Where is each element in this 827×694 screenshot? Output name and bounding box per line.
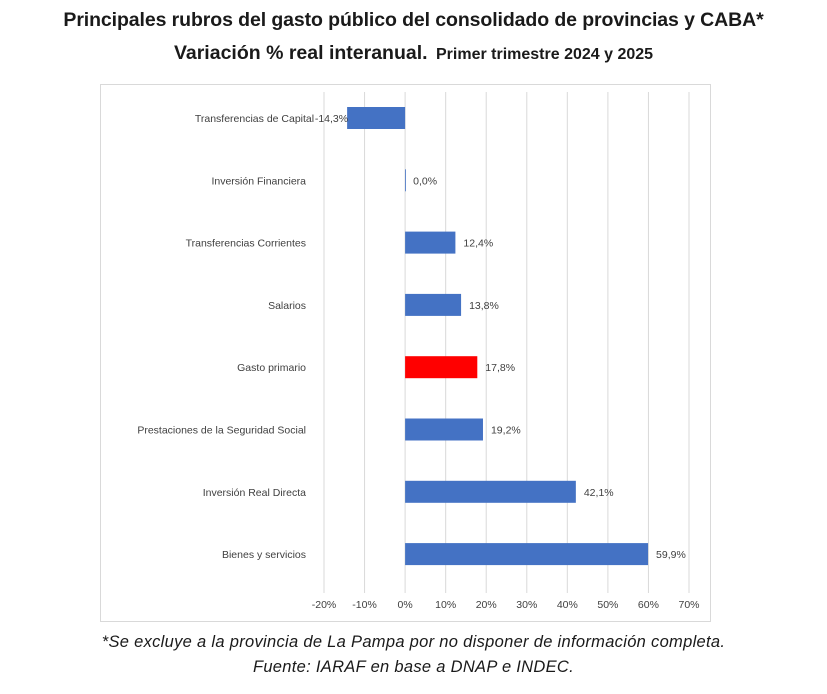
bar: [405, 543, 649, 566]
category-label: Bienes y servicios: [222, 549, 306, 561]
category-label: Prestaciones de la Seguridad Social: [137, 425, 306, 437]
data-label: 42,1%: [584, 487, 614, 499]
category-label: Inversión Real Directa: [203, 487, 306, 499]
footnote: *Se excluye a la provincia de La Pampa p…: [101, 633, 726, 651]
x-tick-label: 70%: [678, 599, 699, 611]
subtitle-main: Variación % real interanual.: [173, 42, 428, 64]
source-note: Fuente: IARAF en base a DNAP e INDEC.: [252, 658, 575, 676]
bar: [405, 480, 576, 503]
data-label: -14,3%: [315, 113, 348, 125]
bar: [405, 169, 406, 192]
x-tick-label: 0%: [398, 599, 413, 611]
data-label: 13,8%: [469, 300, 499, 312]
x-tick-label: 30%: [516, 599, 537, 611]
bar: [405, 418, 483, 441]
data-label: 59,9%: [656, 549, 686, 561]
chart-area: [100, 84, 711, 622]
chart-subtitle: Variación % real interanual. Primer trim…: [0, 42, 827, 65]
category-label: Transferencias de Capital: [195, 113, 314, 125]
bar: [347, 107, 406, 129]
data-label: 19,2%: [491, 425, 521, 437]
chart-title: Principales rubros del gasto público del…: [63, 9, 764, 31]
x-tick-label: 40%: [557, 599, 578, 611]
category-label: Transferencias Corrientes: [186, 238, 306, 250]
x-tick-label: 10%: [435, 599, 456, 611]
x-tick-label: 50%: [597, 599, 618, 611]
x-tick-label: -20%: [312, 599, 337, 611]
data-label: 12,4%: [463, 238, 493, 250]
bar: [405, 231, 456, 254]
bar: [405, 293, 462, 316]
category-label: Salarios: [268, 300, 306, 312]
x-tick-label: 60%: [638, 599, 659, 611]
x-tick-label: -10%: [352, 599, 377, 611]
bar: [405, 356, 478, 379]
category-label: Inversión Financiera: [211, 175, 306, 187]
category-label: Gasto primario: [237, 362, 306, 374]
subtitle-period: Primer trimestre 2024 y 2025: [436, 46, 654, 63]
data-label: 0,0%: [413, 175, 437, 187]
data-label: 17,8%: [485, 362, 515, 374]
x-tick-label: 20%: [476, 599, 497, 611]
